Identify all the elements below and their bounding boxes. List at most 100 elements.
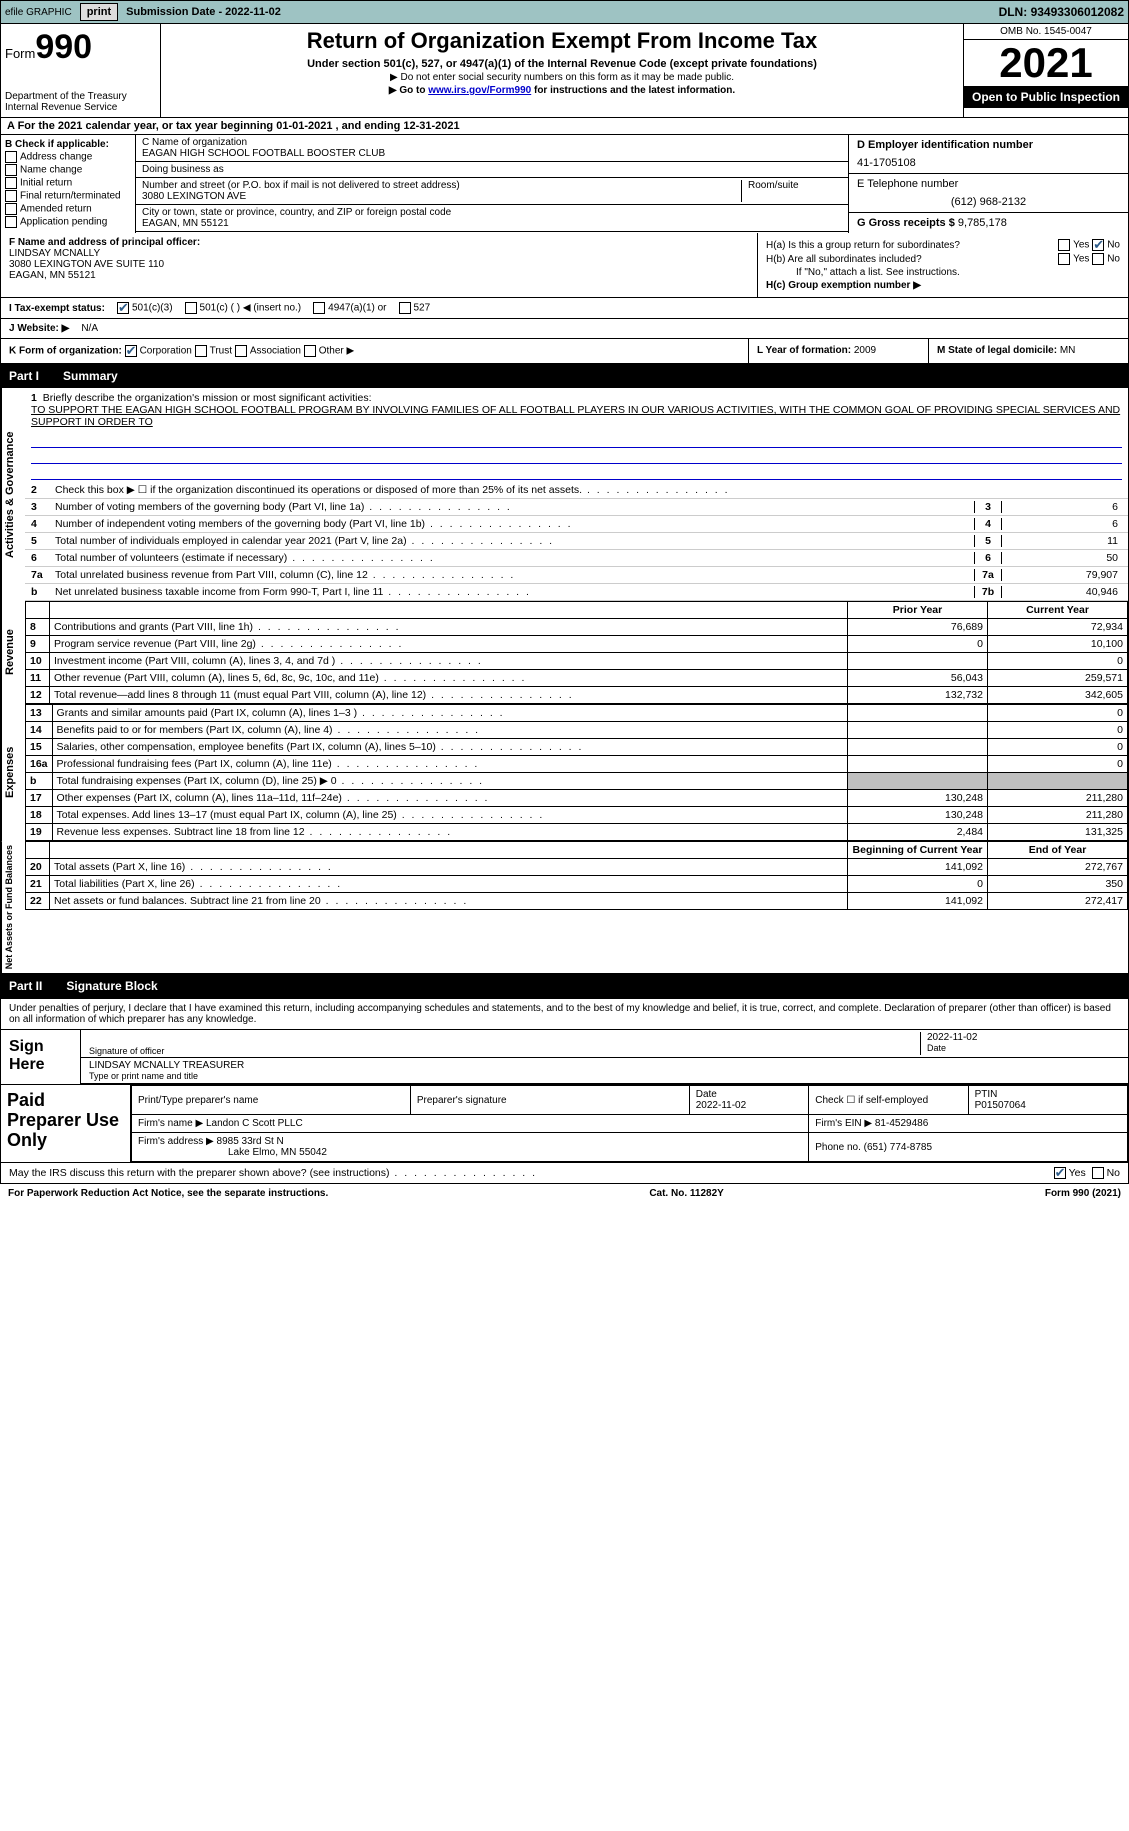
table-row: 10Investment income (Part VIII, column (… <box>26 653 1128 670</box>
table-row: 16aProfessional fundraising fees (Part I… <box>26 756 1128 773</box>
table-row: 21Total liabilities (Part X, line 26)035… <box>26 876 1128 893</box>
side-label-expenses: Expenses <box>1 704 25 841</box>
gross-value: 9,785,178 <box>958 217 1007 229</box>
perjury-declaration: Under penalties of perjury, I declare th… <box>1 999 1128 1030</box>
chk-trust[interactable] <box>195 345 207 357</box>
tax-exempt-status-row: I Tax-exempt status: 501(c)(3) 501(c) ( … <box>0 298 1129 319</box>
discuss-yes[interactable] <box>1054 1167 1066 1179</box>
revenue-table: Prior YearCurrent Year 8Contributions an… <box>25 601 1128 704</box>
table-row: 9Program service revenue (Part VIII, lin… <box>26 636 1128 653</box>
firm-ein: 81-4529486 <box>875 1118 928 1129</box>
org-name: EAGAN HIGH SCHOOL FOOTBALL BOOSTER CLUB <box>142 148 842 159</box>
room-label: Room/suite <box>742 180 842 202</box>
col-d-ein-phone: D Employer identification number 41-1705… <box>848 135 1128 233</box>
side-label-revenue: Revenue <box>1 601 25 704</box>
omb-number: OMB No. 1545-0047 <box>964 24 1128 40</box>
hb-no[interactable] <box>1092 253 1104 265</box>
officer-name: LINDSAY MCNALLY TREASURER <box>89 1060 1120 1071</box>
firm-phone: (651) 774-8785 <box>864 1142 932 1153</box>
gov-line: 4Number of independent voting members of… <box>25 516 1128 533</box>
chk-association[interactable] <box>235 345 247 357</box>
row-k-l-m: K Form of organization: Corporation Trus… <box>0 339 1129 364</box>
mission-block: 1 Briefly describe the organization's mi… <box>25 388 1128 432</box>
side-label-netassets: Net Assets or Fund Balances <box>1 841 25 973</box>
chk-initial-return[interactable]: Initial return <box>5 177 131 189</box>
header-title-block: Return of Organization Exempt From Incom… <box>161 24 963 117</box>
chk-501c[interactable] <box>185 302 197 314</box>
submission-date: Submission Date - 2022-11-02 <box>126 6 281 18</box>
form-subtitle: Under section 501(c), 527, or 4947(a)(1)… <box>169 58 955 70</box>
gov-line: 3Number of voting members of the governi… <box>25 499 1128 516</box>
chk-name-change[interactable]: Name change <box>5 164 131 176</box>
section-expenses: Expenses 13Grants and similar amounts pa… <box>0 704 1129 841</box>
firm-name: Landon C Scott PLLC <box>206 1118 303 1129</box>
hb-yes[interactable] <box>1058 253 1070 265</box>
chk-application-pending[interactable]: Application pending <box>5 216 131 228</box>
table-row: 22Net assets or fund balances. Subtract … <box>26 893 1128 910</box>
tax-year: 2021 <box>964 40 1128 86</box>
irs-link[interactable]: www.irs.gov/Form990 <box>428 85 531 96</box>
sig-officer-label: Signature of officer <box>89 1046 920 1056</box>
form-note-1: ▶ Do not enter social security numbers o… <box>169 72 955 83</box>
efile-label: efile GRAPHIC <box>5 7 72 18</box>
principal-officer: F Name and address of principal officer:… <box>1 233 758 297</box>
phone-label: E Telephone number <box>857 178 1120 190</box>
ein-label: D Employer identification number <box>857 139 1033 151</box>
table-row: 8Contributions and grants (Part VIII, li… <box>26 619 1128 636</box>
table-row: 18Total expenses. Add lines 13–17 (must … <box>26 807 1128 824</box>
ha-no[interactable] <box>1092 239 1104 251</box>
group-return: H(a) Is this a group return for subordin… <box>758 233 1128 297</box>
addr-label: Number and street (or P.O. box if mail i… <box>142 180 735 191</box>
section-net-assets: Net Assets or Fund Balances Beginning of… <box>0 841 1129 974</box>
row-a-calendar-year: A For the 2021 calendar year, or tax yea… <box>0 118 1129 135</box>
paid-preparer-block: Paid Preparer Use Only Print/Type prepar… <box>0 1085 1129 1163</box>
chk-527[interactable] <box>399 302 411 314</box>
dba-label: Doing business as <box>142 164 842 175</box>
ein-value: 41-1705108 <box>857 157 1120 169</box>
table-row: 19Revenue less expenses. Subtract line 1… <box>26 824 1128 841</box>
dept-irs: Internal Revenue Service <box>5 102 156 113</box>
paid-preparer-label: Paid Preparer Use Only <box>1 1085 131 1162</box>
col-b-checkboxes: B Check if applicable: Address change Na… <box>1 135 136 233</box>
city-value: EAGAN, MN 55121 <box>142 218 842 229</box>
chk-501c3[interactable] <box>117 302 129 314</box>
website-row: J Website: ▶ N/A <box>0 319 1129 339</box>
side-label-governance: Activities & Governance <box>1 388 25 601</box>
chk-final-return[interactable]: Final return/terminated <box>5 190 131 202</box>
ha-yes[interactable] <box>1058 239 1070 251</box>
gov-line: 7aTotal unrelated business revenue from … <box>25 567 1128 584</box>
public-inspection: Open to Public Inspection <box>964 86 1128 108</box>
chk-other[interactable] <box>304 345 316 357</box>
section-revenue: Revenue Prior YearCurrent Year 8Contribu… <box>0 601 1129 704</box>
col-c-org-info: C Name of organization EAGAN HIGH SCHOOL… <box>136 135 848 233</box>
chk-4947[interactable] <box>313 302 325 314</box>
header-right: OMB No. 1545-0047 2021 Open to Public In… <box>963 24 1128 117</box>
chk-corporation[interactable] <box>125 345 137 357</box>
city-label: City or town, state or province, country… <box>142 207 842 218</box>
netassets-table: Beginning of Current YearEnd of Year 20T… <box>25 841 1128 910</box>
org-name-label: C Name of organization <box>142 137 842 148</box>
chk-address-change[interactable]: Address change <box>5 151 131 163</box>
top-bar: efile GRAPHIC print Submission Date - 20… <box>0 0 1129 24</box>
addr-value: 3080 LEXINGTON AVE <box>142 191 735 202</box>
chk-amended-return[interactable]: Amended return <box>5 203 131 215</box>
website-value: N/A <box>81 323 98 334</box>
form-header: Form990 Department of the Treasury Inter… <box>0 24 1129 118</box>
identity-block: B Check if applicable: Address change Na… <box>0 135 1129 233</box>
table-row: bTotal fundraising expenses (Part IX, co… <box>26 773 1128 790</box>
gov-line: bNet unrelated business taxable income f… <box>25 584 1128 601</box>
table-row: 12Total revenue—add lines 8 through 11 (… <box>26 687 1128 704</box>
print-button[interactable]: print <box>80 3 118 21</box>
header-left: Form990 Department of the Treasury Inter… <box>1 24 161 117</box>
gov-line: 5Total number of individuals employed in… <box>25 533 1128 550</box>
table-row: 15Salaries, other compensation, employee… <box>26 739 1128 756</box>
discuss-no[interactable] <box>1092 1167 1104 1179</box>
table-row: 14Benefits paid to or for members (Part … <box>26 722 1128 739</box>
phone-value: (612) 968-2132 <box>857 196 1120 208</box>
row-f-h: F Name and address of principal officer:… <box>0 233 1129 298</box>
signature-block: Under penalties of perjury, I declare th… <box>0 998 1129 1085</box>
mission-text: TO SUPPORT THE EAGAN HIGH SCHOOL FOOTBAL… <box>31 404 1120 428</box>
gov-line: 6Total number of volunteers (estimate if… <box>25 550 1128 567</box>
gov-line: 2Check this box ▶ ☐ if the organization … <box>25 482 1128 499</box>
sig-date: 2022-11-02 <box>927 1032 1120 1043</box>
